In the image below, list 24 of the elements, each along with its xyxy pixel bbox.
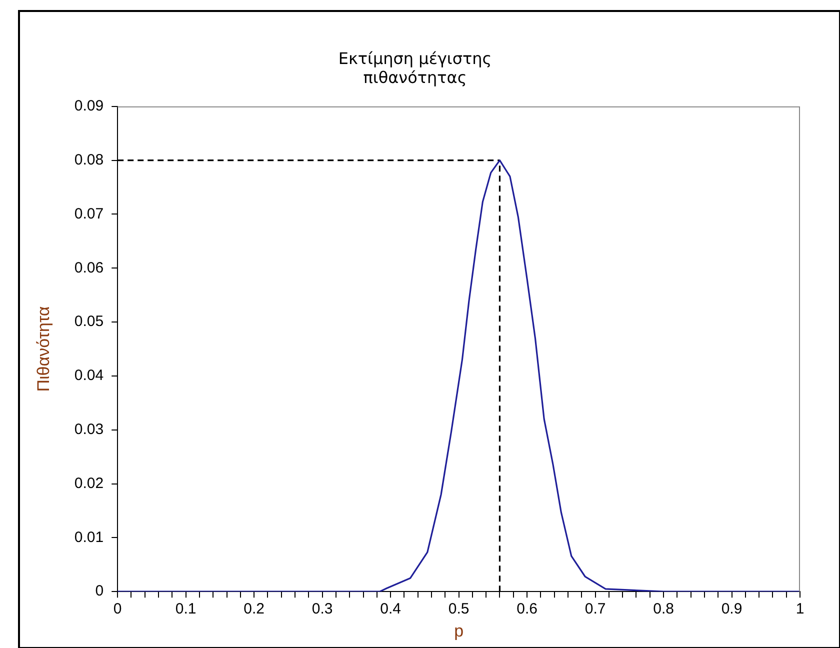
x-tick-label: 0.9 <box>721 600 742 618</box>
x-tick-label: 0 <box>113 600 122 618</box>
y-tick-label: 0.06 <box>74 259 104 276</box>
x-tick-label: 0.3 <box>312 600 333 618</box>
x-axis-title: p <box>454 621 464 640</box>
y-tick-label: 0.02 <box>74 474 104 492</box>
x-tick-label: 0.4 <box>380 600 401 618</box>
chart-title: Εκτίμηση μέγιστης πιθανότητας <box>338 48 492 87</box>
x-tick-label: 0.2 <box>244 600 265 618</box>
y-tick-label: 0 <box>95 582 104 600</box>
x-tick-label: 0.6 <box>516 600 538 618</box>
x-tick-label: 0.7 <box>584 600 606 618</box>
y-tick-label: 0.09 <box>74 98 104 115</box>
y-tick-label: 0.01 <box>74 528 104 546</box>
y-tick-label: 0.07 <box>74 205 104 222</box>
x-tick-label: 1 <box>796 600 804 618</box>
y-axis-title: Πιθανότητα <box>34 306 53 392</box>
y-tick-label: 0.04 <box>74 367 104 384</box>
x-tick-label: 0.5 <box>448 600 470 618</box>
y-tick-label: 0.05 <box>74 313 104 330</box>
x-tick-label: 0.1 <box>175 600 196 618</box>
y-tick-label: 0.03 <box>74 421 104 438</box>
x-tick-label: 0.8 <box>653 600 674 618</box>
y-tick-label: 0.08 <box>74 151 104 168</box>
